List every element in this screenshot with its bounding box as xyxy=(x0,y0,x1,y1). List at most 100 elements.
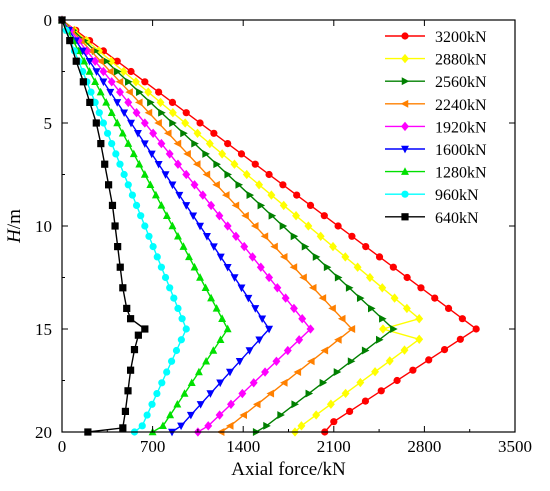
series-point-960kN-23 xyxy=(153,253,161,261)
series-point-1600kN-10 xyxy=(127,119,135,128)
series-point-2880kN-4 xyxy=(107,56,116,66)
series-point-1920kN-23 xyxy=(248,252,257,262)
series-point-3200kN-35 xyxy=(393,376,401,385)
x-tick-label-2: 1400 xyxy=(226,437,260,456)
series-point-1600kN-21 xyxy=(203,233,211,241)
series-point-2880kN-34 xyxy=(371,367,380,377)
series-point-960kN-38 xyxy=(143,411,151,419)
series-layer xyxy=(57,15,480,437)
series-point-1280kN-16 xyxy=(146,180,155,189)
series-point-3200kN-8 xyxy=(168,98,177,106)
series-point-2880kN-23 xyxy=(341,252,350,262)
series-point-3200kN-21 xyxy=(348,232,356,240)
series-point-2880kN-11 xyxy=(193,128,202,138)
legend-label-1280kN: 1280kN xyxy=(435,165,487,182)
series-point-2560kN-10 xyxy=(169,119,177,127)
series-point-2880kN-17 xyxy=(267,190,276,200)
series-point-1600kN-35 xyxy=(216,379,225,388)
series-point-2880kN-29 xyxy=(415,314,424,324)
series-point-960kN-31 xyxy=(177,336,185,344)
legend-marker-3200kN xyxy=(401,32,409,40)
series-point-1920kN-20 xyxy=(223,221,232,231)
series-point-2560kN-32 xyxy=(361,346,370,355)
series-point-1920kN-27 xyxy=(281,293,290,303)
series-point-960kN-17 xyxy=(128,191,137,199)
series-point-2880kN-9 xyxy=(168,108,177,118)
series-point-1600kN-7 xyxy=(106,88,115,97)
series-point-640kN-14 xyxy=(123,304,131,312)
series-point-640kN-22 xyxy=(119,424,127,432)
series-point-1280kN-21 xyxy=(174,231,182,240)
series-point-3200kN-17 xyxy=(293,191,301,199)
series-point-1600kN-31 xyxy=(255,336,264,345)
series-point-1600kN-17 xyxy=(175,191,184,200)
series-point-3200kN-33 xyxy=(425,356,433,364)
series-point-1280kN-33 xyxy=(202,356,211,365)
series-point-3200kN-32 xyxy=(440,346,449,354)
series-point-3200kN-14 xyxy=(251,160,259,168)
series-point-2880kN-18 xyxy=(279,200,288,211)
series-point-1920kN-18 xyxy=(207,200,216,211)
series-point-1600kN-6 xyxy=(99,78,108,87)
series-point-2560kN-16 xyxy=(235,180,244,189)
series-point-2560kN-23 xyxy=(312,252,321,261)
series-point-2560kN-22 xyxy=(301,242,310,251)
series-point-2560kN-7 xyxy=(136,88,144,97)
series-point-2880kN-38 xyxy=(312,410,321,420)
legend-item-1920kN: 1920kN xyxy=(385,119,487,136)
series-point-1920kN-13 xyxy=(165,149,174,159)
series-point-2240kN-16 xyxy=(212,180,220,189)
series-point-1920kN-14 xyxy=(174,159,182,169)
series-point-3200kN-26 xyxy=(417,284,425,292)
series-point-2240kN-11 xyxy=(163,129,172,138)
series-point-1600kN-25 xyxy=(230,274,239,282)
series-point-2240kN-22 xyxy=(270,242,278,251)
series-point-2880kN-8 xyxy=(156,97,165,108)
series-point-960kN-30 xyxy=(182,325,190,333)
series-point-2560kN-36 xyxy=(305,389,314,398)
series-point-2880kN-32 xyxy=(400,345,409,355)
series-point-3200kN-20 xyxy=(334,222,342,230)
series-point-1280kN-15 xyxy=(140,170,149,178)
series-point-2880kN-6 xyxy=(131,77,140,87)
series-point-640kN-19 xyxy=(126,366,135,374)
series-point-2240kN-30 xyxy=(347,325,356,333)
series-point-2560kN-18 xyxy=(257,201,266,210)
series-point-1280kN-19 xyxy=(162,211,171,219)
legend-marker-1600kN xyxy=(401,145,409,154)
series-1280kN xyxy=(58,15,232,436)
series-point-1280kN-39 xyxy=(158,421,167,430)
series-point-1600kN-23 xyxy=(216,253,225,262)
series-point-1600kN-34 xyxy=(226,368,234,377)
series-point-3200kN-29 xyxy=(458,315,466,323)
series-point-2240kN-33 xyxy=(307,357,315,366)
series-point-2240kN-14 xyxy=(192,160,201,169)
series-point-2880kN-5 xyxy=(119,66,128,77)
series-point-2240kN-20 xyxy=(250,222,259,230)
series-point-2560kN-14 xyxy=(213,160,221,169)
y-title-unit: /m xyxy=(4,209,25,229)
series-point-1600kN-14 xyxy=(154,160,163,169)
series-point-2560kN-30 xyxy=(390,325,398,333)
legend-item-1600kN: 1600kN xyxy=(385,142,487,159)
series-point-1600kN-33 xyxy=(235,358,244,366)
series-point-960kN-34 xyxy=(163,368,171,376)
series-point-1280kN-8 xyxy=(102,98,111,106)
series-point-960kN-20 xyxy=(141,222,149,230)
series-point-640kN-13 xyxy=(119,284,127,292)
series-point-960kN-27 xyxy=(170,294,178,302)
series-point-2240kN-34 xyxy=(293,368,302,376)
series-point-640kN-3 xyxy=(79,78,87,86)
series-point-1920kN-29 xyxy=(298,314,307,324)
series-point-2880kN-27 xyxy=(390,293,399,303)
series-point-1920kN-25 xyxy=(265,272,274,283)
series-point-960kN-9 xyxy=(95,109,103,117)
series-point-3200kN-13 xyxy=(237,150,246,158)
series-point-1280kN-36 xyxy=(180,389,189,397)
series-point-960kN-35 xyxy=(158,379,166,387)
series-point-1920kN-31 xyxy=(295,335,304,345)
series-point-1280kN-27 xyxy=(207,293,216,302)
series-point-1600kN-13 xyxy=(147,150,156,159)
series-point-3200kN-5 xyxy=(127,67,135,76)
series-point-1280kN-9 xyxy=(107,108,116,116)
